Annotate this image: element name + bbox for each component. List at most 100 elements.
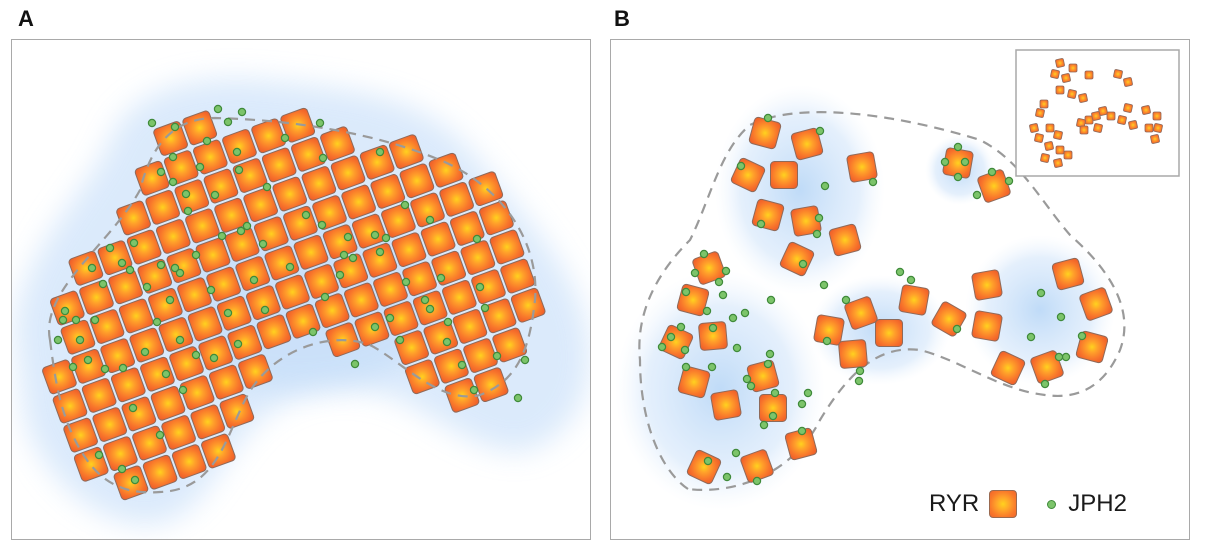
ryr-receptor-icon (126, 229, 162, 265)
jph2-dot-icon (209, 353, 219, 363)
jph2-dot-icon (375, 247, 385, 257)
jph2-dot-icon (492, 351, 502, 361)
jph2-dot-icon (657, 342, 667, 352)
jph2-dot-icon (280, 133, 290, 143)
ryr-receptor-icon (179, 375, 215, 411)
jph2-dot-icon (348, 253, 358, 263)
ryr-receptor-icon (219, 393, 255, 429)
panel-a-label: A (18, 6, 34, 31)
jph2-dot-icon (814, 213, 824, 223)
jph2-dot-icon (425, 304, 435, 314)
jph2-dot-icon (803, 388, 813, 398)
ryr-receptor-icon (92, 407, 128, 442)
ryr-receptor-icon (1067, 89, 1077, 99)
jph2-dot-icon (385, 313, 395, 323)
ryr-receptor-icon (1044, 141, 1054, 151)
ryr-receptor-icon (153, 121, 188, 156)
jph2-dot-icon (960, 157, 970, 167)
jph2-dot-icon (381, 233, 391, 243)
ryr-receptor-icon (698, 321, 728, 351)
ryr-receptor-icon (1061, 73, 1071, 83)
ryr-receptor-icon (243, 187, 278, 222)
ryr-receptor-icon (1055, 58, 1065, 68)
jph2-dot-icon (170, 263, 180, 273)
ryr-receptor-icon (428, 152, 464, 188)
ryr-receptor-icon (677, 365, 711, 399)
jph2-dot-icon (732, 343, 742, 353)
jph2-dot-icon (768, 411, 778, 421)
jph2-dot-icon (759, 420, 769, 430)
ryr-receptor-icon (81, 378, 117, 413)
ryr-receptor-icon (1093, 123, 1103, 133)
ryr-receptor-icon (420, 221, 456, 257)
jph2-dot-icon (232, 147, 242, 157)
ryr-receptor-icon (784, 427, 818, 461)
jph2-dot-icon (940, 157, 950, 167)
ryr-receptor-icon (264, 245, 300, 281)
ryr-receptor-icon (1030, 350, 1064, 384)
ryr-receptor-icon (971, 269, 1003, 301)
jph2-dot-icon (1054, 352, 1064, 362)
jph2-dot-icon (181, 189, 191, 199)
jph2-dot-icon (752, 476, 762, 486)
jph2-dot-icon (666, 332, 676, 342)
ryr-receptor-icon (479, 200, 514, 236)
ryr-square-icon (989, 490, 1018, 518)
ryr-receptor-icon (1079, 287, 1113, 321)
cluster-outline (47, 116, 537, 494)
ryr-receptor-icon (290, 137, 326, 172)
ryr-receptor-icon (190, 404, 226, 440)
jph2-dot-icon (854, 376, 864, 386)
jph2-dot-icon (1004, 176, 1014, 186)
jph2-dot-icon (721, 266, 731, 276)
ryr-receptor-icon (399, 163, 435, 199)
ryr-receptor-icon (238, 354, 273, 389)
jph2-dot-icon (1036, 288, 1046, 298)
ryr-receptor-icon (129, 327, 165, 363)
ryr-receptor-icon (710, 389, 742, 421)
jph2-dot-icon (178, 385, 188, 395)
panel-b-diagram (615, 49, 1180, 510)
jph2-dot-icon (756, 219, 766, 229)
ryr-receptor-icon (1053, 130, 1063, 140)
jph2-dot-icon (714, 277, 724, 287)
jph2-dot-icon (262, 182, 272, 192)
jph2-dot-icon (315, 118, 325, 128)
ryr-receptor-icon (1153, 123, 1163, 133)
ryr-receptor-icon (1053, 158, 1063, 168)
jph2-dot-icon (472, 234, 482, 244)
ryr-receptor-icon (492, 327, 527, 363)
ryr-receptor-icon (1050, 69, 1060, 79)
ryr-receptor-icon (846, 151, 878, 183)
ryr-receptor-icon (1068, 63, 1078, 73)
jph2-dot-icon (400, 200, 410, 210)
jph2-dot-icon (855, 366, 865, 376)
jph2-dot-icon (210, 190, 220, 200)
ryr-receptor-icon (1128, 120, 1138, 130)
ryr-receptor-icon (148, 288, 183, 323)
jph2-dot-icon (168, 177, 178, 187)
jph2-dot-icon (401, 277, 411, 287)
ryr-receptor-icon (118, 298, 154, 334)
ryr-receptor-icon (439, 181, 474, 217)
jph2-dot-icon (155, 430, 165, 440)
ryr-receptor-icon (79, 280, 114, 315)
ryr-receptor-icon (828, 223, 862, 257)
ryr-receptor-icon (1034, 133, 1044, 143)
ryr-receptor-icon (381, 203, 416, 238)
ryr-receptor-icon (434, 348, 469, 384)
jph2-dot-icon (819, 280, 829, 290)
ryr-receptor-icon (150, 386, 186, 421)
jph2-dot-icon (395, 335, 405, 345)
ryr-receptor-icon (1078, 93, 1088, 103)
jph2-dot-icon (233, 339, 243, 349)
ryr-receptor-icon (1063, 150, 1073, 160)
jph2-dot-icon (58, 315, 68, 325)
jph2-dot-icon (183, 206, 193, 216)
jph2-dot-icon (335, 270, 345, 280)
ryr-receptor-icon (142, 454, 178, 490)
panel-b-label: B (614, 6, 630, 31)
ryr-receptor-icon (388, 134, 424, 169)
ryr-receptor-icon (275, 274, 310, 310)
jph2-dot-icon (236, 226, 246, 236)
